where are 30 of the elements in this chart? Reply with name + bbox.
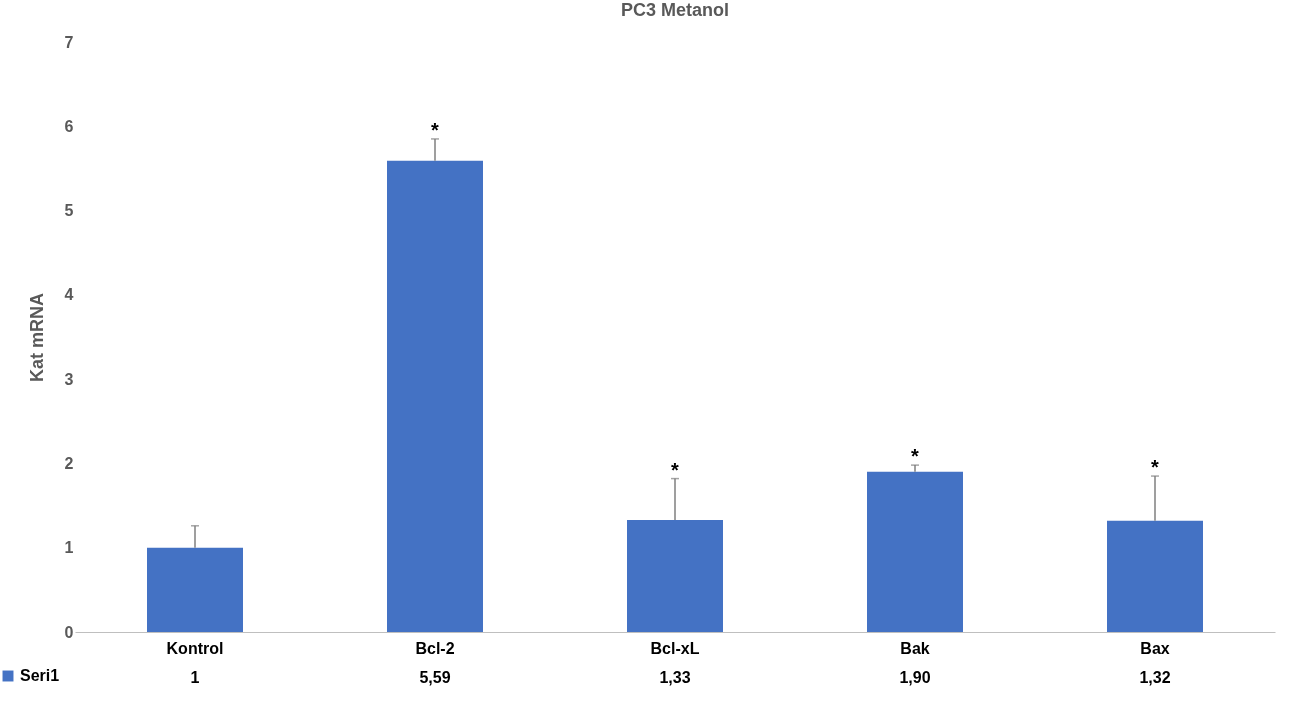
data-label: 1,90 xyxy=(899,669,931,686)
x-tick-label: Bax xyxy=(1140,639,1170,657)
annotation: * xyxy=(671,458,680,481)
bar xyxy=(387,160,483,632)
bar xyxy=(1107,520,1203,632)
data-label: 1,32 xyxy=(1139,669,1171,686)
y-tick-label: 7 xyxy=(64,33,74,51)
bar xyxy=(867,471,963,632)
x-tick-label: Bcl-2 xyxy=(415,639,455,657)
y-tick-label: 1 xyxy=(64,539,74,557)
y-tick-label: 5 xyxy=(64,202,74,220)
annotation: * xyxy=(1151,456,1160,479)
y-tick-label: 0 xyxy=(64,623,74,641)
x-tick-label: Kontrol xyxy=(166,639,224,657)
y-tick-label: 4 xyxy=(64,286,74,304)
data-label: 1 xyxy=(190,669,200,686)
x-tick-label: Bcl-xL xyxy=(650,639,700,657)
bar xyxy=(147,547,243,632)
data-label: 5,59 xyxy=(419,669,451,686)
chart-title: PC3 Metanol xyxy=(620,0,730,20)
legend-label: Seri1 xyxy=(20,667,60,684)
y-tick-label: 6 xyxy=(64,117,74,135)
annotation: * xyxy=(431,118,440,141)
data-label: 1,33 xyxy=(659,669,691,686)
bar xyxy=(627,519,723,632)
x-tick-label: Bak xyxy=(900,639,930,657)
y-tick-label: 3 xyxy=(64,370,74,388)
y-tick-label: 2 xyxy=(64,454,74,472)
y-axis-title: Kat mRNA xyxy=(26,292,47,383)
annotation: * xyxy=(911,445,920,468)
